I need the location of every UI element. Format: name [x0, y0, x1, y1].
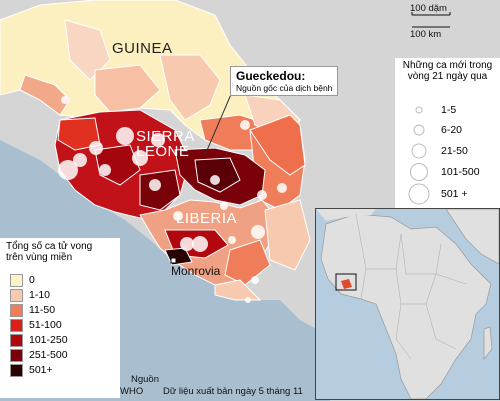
label-monrovia: Monrovia [171, 264, 221, 278]
monrovia-marker [170, 257, 177, 264]
legend-label: 251-500 [29, 349, 68, 361]
bubble-legend-item: 501 + [441, 188, 468, 200]
deaths-legend-item: 101-250 [10, 333, 120, 348]
bubble [220, 202, 228, 210]
bubble [245, 297, 251, 303]
deaths-legend: Tổng số ca tử vong trên vùng miền 0 1-10 1… [0, 238, 120, 398]
deaths-legend-item: 251-500 [10, 348, 120, 363]
bubble [149, 179, 161, 191]
bubble [61, 96, 69, 104]
bubble [89, 141, 103, 155]
bubble-legend-item: 101-500 [441, 166, 480, 178]
europe-landmass [316, 209, 376, 221]
scale-miles: 100 dặm [410, 3, 447, 14]
liberia-pink-2 [264, 199, 311, 271]
country-borders [355, 213, 467, 360]
bubble [251, 276, 259, 284]
legend-label: 1-10 [29, 289, 51, 301]
legend-swatch [10, 363, 23, 377]
bubble [116, 127, 134, 145]
liberia-pink-1 [224, 239, 271, 286]
bubble [99, 164, 111, 176]
africa-landmass [320, 213, 492, 399]
legend-label: 501+ [29, 364, 53, 376]
bubble [228, 236, 236, 244]
scale-bar [411, 12, 451, 28]
legend-label: 0 [29, 274, 35, 286]
legend-label: 101-250 [29, 334, 68, 346]
bubble-legend-title-1: Những ca mới trong [402, 60, 493, 71]
africa-inset-map [316, 209, 499, 399]
source-text: Dữ liệu xuất bản ngày 5 tháng 11 [163, 386, 303, 397]
label-leone: LEONE [136, 143, 190, 160]
gueckedou-callout: Gueckedou: Nguồn gốc của dịch bệnh [230, 66, 339, 96]
sl-mid-1 [57, 117, 101, 151]
callout-title: Gueckedou: [236, 69, 306, 83]
bubble-legend: Những ca mới trong vòng 21 ngày qua 1-5 … [395, 58, 500, 208]
legend-swatch [10, 288, 23, 302]
legend-label: 51-100 [29, 319, 62, 331]
scale-km: 100 km [410, 29, 442, 40]
bubble [180, 237, 194, 251]
deaths-legend-item: 1-10 [10, 288, 120, 303]
deaths-legend-item: 51-100 [10, 318, 120, 333]
arabia [445, 209, 499, 265]
legend-label: 11-50 [29, 304, 56, 316]
label-guinea: GUINEA [112, 40, 173, 57]
legend-swatch [10, 333, 23, 347]
source-org: WHO [120, 386, 144, 397]
bubble [277, 183, 287, 193]
deaths-legend-item: 0 [10, 273, 120, 288]
source-label: Nguồn [131, 374, 159, 385]
legend-swatch [10, 318, 23, 332]
legend-swatch [10, 273, 23, 287]
bubble [240, 120, 250, 130]
gueckedou-core [194, 157, 241, 193]
madagascar [483, 326, 493, 360]
label-sierra: SIERRA [136, 128, 195, 145]
affected-region-highlight [341, 279, 352, 289]
bubble [132, 150, 148, 166]
guinea-pink-3 [94, 64, 161, 113]
bubble [192, 236, 208, 252]
bubble [257, 190, 267, 200]
bubble [73, 153, 87, 167]
legend-swatch [10, 348, 23, 362]
inset-highlight-box [335, 273, 357, 291]
bubble [151, 133, 165, 147]
bubble [58, 160, 78, 180]
deaths-legend-item: 501+ [10, 363, 120, 378]
deaths-legend-title-2: trên vùng miền [6, 252, 73, 263]
guinea-pink-1 [19, 74, 71, 116]
bubble-legend-title-2: vòng 21 ngày qua [407, 71, 488, 82]
deaths-legend-title-1: Tổng số ca tử vong [6, 241, 93, 252]
africa-inset [315, 208, 500, 400]
legend-swatch [10, 303, 23, 317]
bubble [251, 225, 265, 239]
bubble-legend-item: 21-50 [441, 145, 468, 157]
cote-divoire-pink [249, 114, 306, 176]
bubble-legend-item: 6-20 [441, 124, 463, 136]
bubble [173, 211, 183, 221]
callout-subtitle: Nguồn gốc của dịch bệnh [236, 83, 333, 93]
guinea-pink-4 [159, 54, 221, 121]
case-bubbles [58, 96, 287, 303]
bubble [210, 175, 220, 185]
deaths-legend-item: 11-50 [10, 303, 120, 318]
bubble-legend-item: 1-5 [441, 104, 457, 116]
bubble-legend-circles [408, 106, 430, 205]
label-liberia: LIBERIA [176, 210, 238, 227]
deaths-legend-rows: 0 1-10 11-50 51-100 101-250 251-500 501+ [10, 273, 120, 378]
callout-pointer [204, 91, 233, 156]
sl-mid-2 [139, 169, 181, 211]
